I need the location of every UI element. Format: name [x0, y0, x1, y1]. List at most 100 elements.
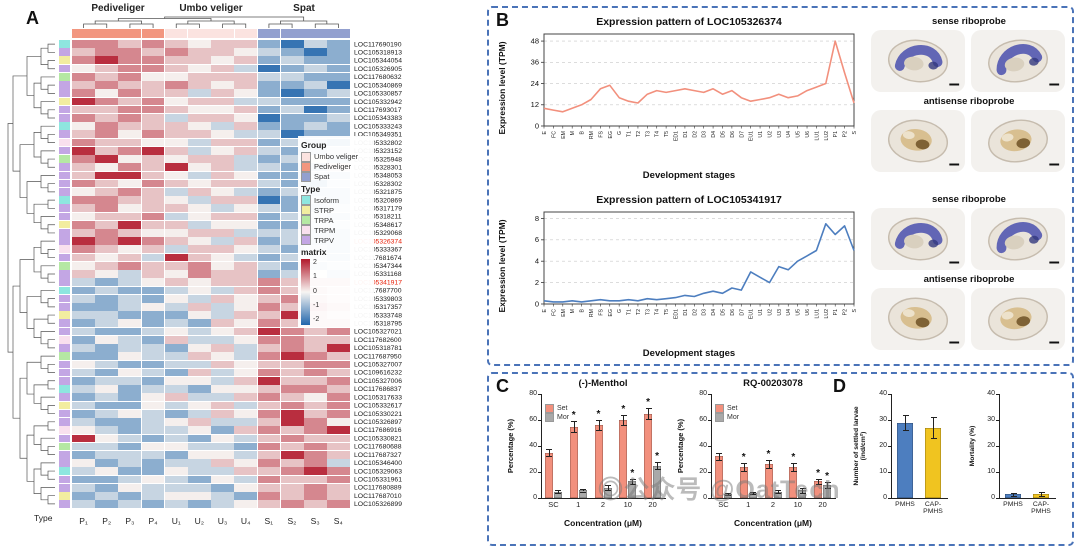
bar-plot-area — [891, 394, 948, 499]
heatmap-cell — [72, 187, 95, 196]
heatmap-cell — [95, 418, 118, 426]
heatmap-cell — [118, 401, 142, 410]
heatmap-cell — [118, 146, 142, 155]
heatmap-cell — [164, 179, 188, 188]
heatmap-cell — [257, 212, 281, 221]
heatmap-cell — [141, 368, 165, 377]
group-header-spat: Spat — [293, 3, 315, 14]
heatmap-cell — [280, 294, 304, 303]
significance-star: * — [791, 451, 796, 463]
heatmap-cell — [280, 475, 304, 484]
column-label: U₃ — [217, 516, 228, 526]
heatmap-cell — [141, 286, 165, 295]
heatmap-cell — [95, 155, 118, 163]
heatmap-cell — [188, 138, 211, 147]
heatmap-cell — [95, 286, 118, 295]
error-cap — [741, 462, 748, 464]
heatmap-cell — [188, 179, 211, 188]
heatmap-cell — [164, 204, 188, 213]
column-label: P₄ — [148, 516, 158, 526]
bar — [628, 481, 637, 498]
heatmap-cell — [188, 434, 211, 443]
heatmap-cell — [304, 475, 327, 484]
error-cap — [725, 492, 732, 494]
heatmap-cell — [280, 245, 304, 254]
heatmap-cell — [304, 385, 327, 393]
error-bar — [632, 478, 634, 484]
heatmap-cell — [280, 204, 304, 213]
stage-tick-label: D6 — [730, 131, 736, 138]
heatmap-cell — [280, 327, 304, 336]
legend-swatch — [301, 151, 311, 162]
heatmap-cell — [141, 475, 165, 484]
row-label: LOC105344054 — [354, 58, 402, 65]
stage-tick-label: U6 — [805, 309, 811, 316]
stage-tick-label: P1 — [833, 309, 839, 315]
heatmap-cell — [95, 442, 118, 451]
heatmap-cell — [257, 319, 281, 328]
error-cap — [629, 478, 636, 480]
significance-star: * — [816, 467, 821, 479]
stage-tick-label: D2 — [692, 309, 698, 316]
heatmap-cell — [304, 97, 327, 106]
heatmap-cell — [188, 40, 211, 48]
error-bar — [657, 461, 659, 470]
heatmap-cell — [164, 212, 188, 221]
group-cell — [118, 29, 142, 38]
heatmap-cell — [211, 278, 234, 287]
row-label: LOC105346400 — [354, 460, 402, 467]
heatmap-cell — [95, 492, 118, 500]
error-bar — [1013, 492, 1014, 496]
column-label: U₄ — [240, 516, 251, 526]
heatmap-cell — [327, 113, 350, 122]
heatmap-cell — [280, 434, 304, 443]
heatmap-cell — [95, 385, 118, 393]
heatmap-cell — [211, 212, 234, 221]
heatmap-cell — [280, 122, 304, 130]
heatmap-cell — [141, 97, 165, 106]
heatmap-cell — [95, 220, 118, 229]
heatmap-cell — [257, 138, 281, 147]
heatmap-cell — [280, 270, 304, 278]
heatmap-cell — [327, 64, 350, 73]
stage-tick-label: P1 — [833, 131, 839, 137]
stage-tick-label: T4 — [655, 309, 661, 315]
heatmap-cell — [234, 500, 258, 508]
panel-a-label: A — [26, 8, 39, 28]
heatmap-cell — [164, 40, 188, 48]
error-cap — [815, 478, 822, 480]
row-label: LOC105318795 — [354, 320, 402, 327]
panel-c-d: C D (-)-Menthol Percentage (%) 0 20 40 60 80 SC… — [487, 372, 1074, 546]
row-label: LOC109616232 — [354, 370, 402, 377]
column-label: P₃ — [125, 516, 135, 526]
heatmap-cell — [257, 113, 281, 122]
row-label: LOC105327021 — [354, 329, 402, 336]
heatmap-cell — [118, 376, 142, 385]
y-tick-mark — [708, 472, 711, 473]
error-bar — [623, 414, 625, 426]
stage-tick-label: U1 — [758, 309, 764, 316]
bar — [814, 481, 823, 498]
heatmap-cell — [257, 48, 281, 56]
row-label: LOC117680688 — [354, 444, 402, 451]
heatmap-cell — [141, 492, 165, 500]
heatmap-cell — [211, 311, 234, 319]
heatmap-cell — [141, 442, 165, 451]
heatmap-cell — [164, 294, 188, 303]
row-label: LOC105317179 — [354, 206, 402, 213]
svg-text:24: 24 — [531, 79, 539, 88]
heatmap-cell — [234, 450, 258, 459]
heatmap-cell — [257, 327, 281, 336]
stage-tick-label: T1 — [627, 309, 633, 315]
error-cap — [580, 491, 587, 493]
heatmap-cell — [234, 171, 258, 180]
error-cap — [790, 462, 797, 464]
heatmap-cell — [118, 467, 142, 476]
heatmap-cell — [234, 311, 258, 319]
heatmap-cell — [211, 409, 234, 418]
heatmap-cell — [257, 393, 281, 402]
heatmap-cell — [164, 418, 188, 426]
error-cap — [775, 492, 781, 494]
heatmap-cell — [280, 187, 304, 196]
heatmap-cell — [257, 278, 281, 287]
